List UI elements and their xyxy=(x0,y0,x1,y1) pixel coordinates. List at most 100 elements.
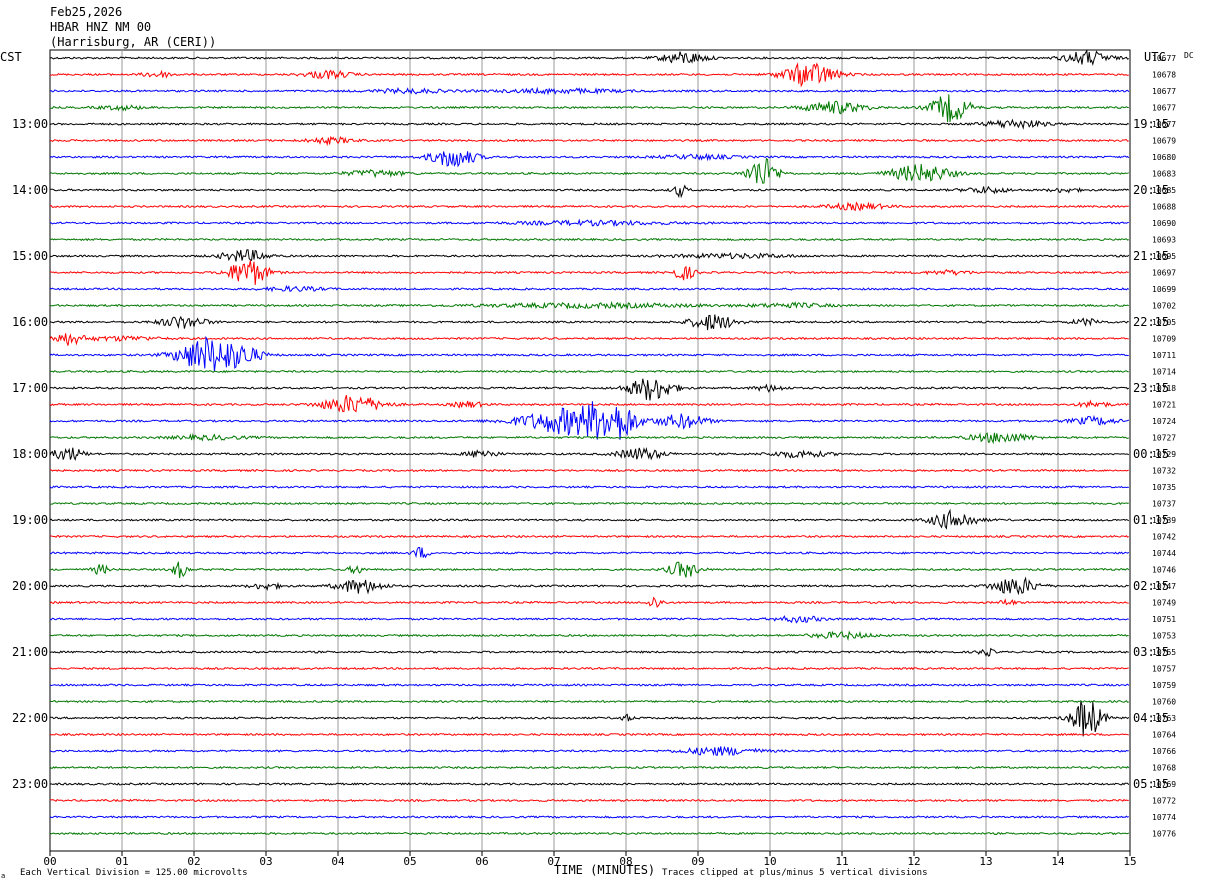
seismic-trace xyxy=(49,782,1130,786)
seismic-trace xyxy=(49,647,1129,657)
dc-value-label: 10699 xyxy=(1152,285,1176,294)
dc-value-label: 10709 xyxy=(1152,335,1176,344)
dc-value-label: 10678 xyxy=(1152,71,1176,80)
dc-value-label: 10697 xyxy=(1152,269,1176,278)
seismic-trace xyxy=(49,135,1129,147)
dc-value-label: 10732 xyxy=(1152,467,1176,476)
seismic-trace xyxy=(49,300,1130,311)
x-tick-label: 14 xyxy=(1051,855,1065,868)
cst-hour-label: 23:00 xyxy=(12,777,48,791)
utc-hour-label: 02:15 xyxy=(1133,579,1169,593)
seismic-trace xyxy=(49,576,1129,596)
cst-hour-label: 15:00 xyxy=(12,249,48,263)
seismic-trace xyxy=(49,378,1130,401)
vertical-division-note: Each Vertical Division = 125.00 microvol… xyxy=(20,868,248,878)
dc-value-label: 10751 xyxy=(1152,615,1176,624)
dc-value-label: 10746 xyxy=(1152,566,1176,575)
seismic-trace xyxy=(49,151,1130,168)
dc-value-label: 10759 xyxy=(1152,681,1176,690)
dc-value-label: 10693 xyxy=(1152,236,1176,245)
x-tick-label: 06 xyxy=(475,855,488,868)
dc-value-label: 10772 xyxy=(1152,797,1176,806)
dc-value-label: 10685 xyxy=(1152,186,1176,195)
x-tick-group: 00 01 02 03 04 05 06 07 08 09 10 11 12 13 14 15 xyxy=(43,851,1137,868)
dc-value-label: 10769 xyxy=(1152,780,1176,789)
seismic-trace xyxy=(49,157,1129,184)
dc-value-label: 10768 xyxy=(1152,764,1176,773)
x-tick-label: 12 xyxy=(907,855,920,868)
seismic-trace xyxy=(49,401,1130,440)
x-tick-label: 02 xyxy=(187,855,200,868)
plot-frame xyxy=(49,49,1131,852)
dc-value-label: 10677 xyxy=(1152,87,1176,96)
corner-mark: a xyxy=(1,872,5,880)
seismic-trace xyxy=(49,501,1129,506)
seismic-trace xyxy=(49,547,1130,559)
dc-value-label: 10744 xyxy=(1152,549,1176,558)
cst-hour-label: 13:00 xyxy=(12,117,48,131)
seismic-trace xyxy=(49,508,1130,530)
x-tick-label: 11 xyxy=(835,855,848,868)
seismic-trace xyxy=(49,699,1129,704)
seismic-trace xyxy=(49,218,1129,228)
utc-hour-label: 23:15 xyxy=(1133,381,1169,395)
seismic-trace xyxy=(49,615,1129,624)
dc-value-label: 10705 xyxy=(1152,318,1176,327)
dc-value-label: 10695 xyxy=(1152,252,1176,261)
station-code: HBAR HNZ NM 00 xyxy=(50,20,151,34)
seismic-trace xyxy=(49,815,1130,819)
dc-value-label: 10718 xyxy=(1152,384,1176,393)
x-tick-label: 00 xyxy=(43,855,56,868)
x-tick-label: 05 xyxy=(403,855,416,868)
dc-value-label: 10747 xyxy=(1152,582,1176,591)
x-tick-label: 01 xyxy=(115,855,128,868)
dc-value-label: 10737 xyxy=(1152,500,1176,509)
dc-value-label: 10729 xyxy=(1152,450,1176,459)
trace-group xyxy=(49,49,1130,836)
seismic-trace xyxy=(49,284,1130,293)
dc-value-label: 10739 xyxy=(1152,516,1176,525)
seismic-trace xyxy=(49,745,1129,757)
seismic-trace xyxy=(49,432,1129,445)
dc-value-label: 10735 xyxy=(1152,483,1176,492)
seismic-trace xyxy=(50,534,1130,539)
dc-value-label: 10766 xyxy=(1152,747,1176,756)
seismic-trace xyxy=(49,395,1130,413)
seismic-trace xyxy=(49,485,1129,489)
seismic-trace xyxy=(49,201,1129,212)
row-label-group: 10677 10678 10677 10677 10677 13:00 19:15 10679… xyxy=(12,54,1176,839)
dc-value-label: 10760 xyxy=(1152,698,1176,707)
utc-hour-label: 04:15 xyxy=(1133,711,1169,725)
cst-hour-label: 14:00 xyxy=(12,183,48,197)
seismic-trace xyxy=(49,765,1130,770)
dc-value-label: 10721 xyxy=(1152,401,1176,410)
seismic-trace xyxy=(50,94,1129,123)
dc-value-label: 10683 xyxy=(1152,170,1176,179)
dc-value-label: 10742 xyxy=(1152,533,1176,542)
seismic-trace xyxy=(49,118,1130,130)
dc-value-label: 10677 xyxy=(1152,120,1176,129)
utc-hour-label: 03:15 xyxy=(1133,645,1169,659)
plot-grid xyxy=(49,49,1131,852)
utc-hour-label: 20:15 xyxy=(1133,183,1169,197)
cst-hour-label: 17:00 xyxy=(12,381,48,395)
dc-value-label: 10711 xyxy=(1152,351,1176,360)
x-axis-label: TIME (MINUTES) xyxy=(554,863,655,877)
seismic-trace xyxy=(49,86,1130,96)
dc-value-label: 10749 xyxy=(1152,599,1176,608)
dc-value-label: 10702 xyxy=(1152,302,1176,311)
clipping-note: Traces clipped at plus/minus 5 vertical … xyxy=(662,868,928,878)
dc-value-label: 10688 xyxy=(1152,203,1176,212)
seismic-trace xyxy=(49,237,1129,242)
utc-hour-label: 22:15 xyxy=(1133,315,1169,329)
cst-hour-label: 16:00 xyxy=(12,315,48,329)
dc-label: DC xyxy=(1184,51,1194,60)
dc-value-label: 10776 xyxy=(1152,830,1176,839)
seismic-trace xyxy=(49,249,1130,262)
x-tick-label: 10 xyxy=(763,855,776,868)
cst-hour-label: 20:00 xyxy=(12,579,48,593)
seismic-trace xyxy=(50,62,1129,88)
x-tick-label: 07 xyxy=(547,855,560,868)
dc-value-label: 10677 xyxy=(1152,54,1176,63)
